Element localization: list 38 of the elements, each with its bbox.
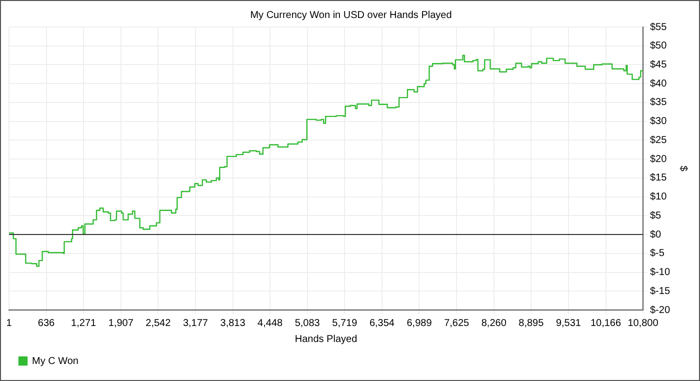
y-tick-label: $25 <box>650 134 668 146</box>
x-tick-label: 6,354 <box>369 318 395 329</box>
x-tick-label: 3,813 <box>220 318 246 329</box>
y-tick-label: $-15 <box>650 286 670 297</box>
y-axis-title: $ <box>677 166 688 172</box>
x-tick-label: 4,448 <box>258 318 284 329</box>
chart-title: My Currency Won in USD over Hands Played <box>250 10 452 21</box>
x-axis-title: Hands Played <box>294 334 358 345</box>
y-tick-label: $0 <box>650 229 662 240</box>
x-tick-label: 1,907 <box>108 318 134 329</box>
x-tick-label: 7,625 <box>444 318 470 329</box>
x-tick-label: 8,260 <box>481 318 507 329</box>
y-tick-label: $5 <box>650 210 662 222</box>
legend-label: My C Won <box>32 356 78 367</box>
x-tick-label: 3,177 <box>182 318 208 329</box>
y-tick-label: $10 <box>650 192 668 203</box>
x-tick-label: 10,166 <box>590 318 622 329</box>
y-tick-label: $55 <box>650 22 668 33</box>
x-tick-label: 1,271 <box>71 318 97 329</box>
x-tick-label: 9,531 <box>556 318 582 329</box>
y-tick-label: $40 <box>650 78 668 90</box>
y-tick-label: $45 <box>650 59 668 70</box>
y-tick-label: $35 <box>650 97 668 108</box>
y-tick-label: $-5 <box>650 248 665 260</box>
x-tick-label: 636 <box>38 318 56 329</box>
x-tick-label: 2,542 <box>146 318 172 329</box>
y-tick-label: $50 <box>650 40 668 52</box>
x-tick-label: 5,719 <box>332 318 358 329</box>
x-tick-label: 1 <box>6 318 12 329</box>
x-tick-label: 5,083 <box>294 318 320 329</box>
y-tick-label: $30 <box>650 116 668 128</box>
y-tick-label: $15 <box>650 172 668 184</box>
x-tick-label: 6,989 <box>406 318 432 329</box>
y-tick-label: $-20 <box>650 304 670 316</box>
x-tick-label: 8,895 <box>518 318 544 329</box>
y-tick-label: $-10 <box>650 267 670 278</box>
y-tick-label: $20 <box>650 154 668 165</box>
x-tick-label: 10,800 <box>628 318 659 329</box>
